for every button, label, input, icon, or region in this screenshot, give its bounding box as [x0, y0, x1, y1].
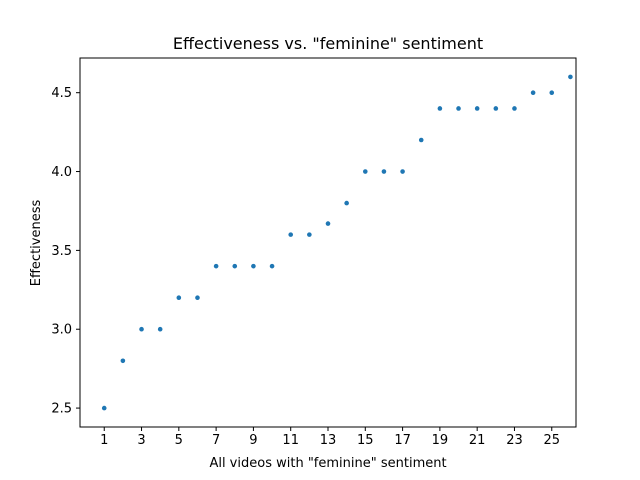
- data-point: [530, 90, 536, 95]
- data-point: [288, 232, 294, 237]
- x-tick-label: 19: [432, 433, 449, 448]
- x-tick-label: 3: [137, 433, 145, 448]
- x-tick-label: 25: [543, 433, 560, 448]
- x-tick-label: 7: [212, 433, 220, 448]
- data-point: [269, 263, 275, 269]
- data-point: [157, 326, 163, 332]
- x-tick-label: 15: [357, 433, 374, 448]
- x-tick-label: 9: [249, 433, 257, 448]
- y-tick-label: 2.5: [51, 402, 72, 417]
- x-tick-label: 11: [282, 433, 299, 448]
- data-point: [195, 295, 200, 300]
- y-axis-label: Effectiveness: [29, 200, 44, 287]
- y-tick-label: 3.0: [51, 323, 72, 338]
- x-tick-label: 1: [100, 433, 108, 448]
- data-point: [493, 106, 499, 111]
- data-point: [362, 169, 368, 174]
- data-point: [400, 169, 405, 174]
- data-points: [101, 74, 573, 411]
- x-tick-label: 5: [175, 433, 183, 448]
- axis-ticks: 1 3 5 7 9 11 13 15 17 19 21 23 252.53.03.54.04.5: [51, 86, 560, 448]
- data-point: [568, 74, 573, 80]
- data-point: [232, 263, 238, 269]
- data-point: [251, 263, 256, 269]
- data-point: [344, 200, 349, 206]
- x-tick-label: 17: [394, 433, 411, 448]
- data-point: [307, 232, 312, 237]
- data-point: [176, 295, 182, 300]
- data-point: [437, 106, 443, 111]
- data-point: [101, 405, 107, 411]
- chart-title: Effectiveness vs. "feminine" sentiment: [173, 34, 483, 53]
- data-point: [120, 358, 126, 364]
- data-point: [381, 169, 387, 174]
- y-tick-label: 4.0: [51, 165, 72, 180]
- data-point: [456, 106, 461, 111]
- data-point: [325, 221, 331, 226]
- data-point: [549, 90, 555, 95]
- x-tick-label: 13: [320, 433, 337, 448]
- data-point: [474, 106, 480, 111]
- y-tick-label: 3.5: [51, 244, 72, 259]
- y-tick-label: 4.5: [51, 86, 72, 101]
- data-point: [418, 137, 424, 143]
- data-point: [139, 326, 144, 332]
- plot-area-frame: [79, 57, 577, 428]
- data-point: [512, 106, 517, 111]
- data-point: [213, 263, 219, 269]
- x-tick-label: 21: [469, 433, 486, 448]
- x-axis-label: All videos with "feminine" sentiment: [209, 456, 446, 471]
- x-tick-label: 23: [506, 433, 523, 448]
